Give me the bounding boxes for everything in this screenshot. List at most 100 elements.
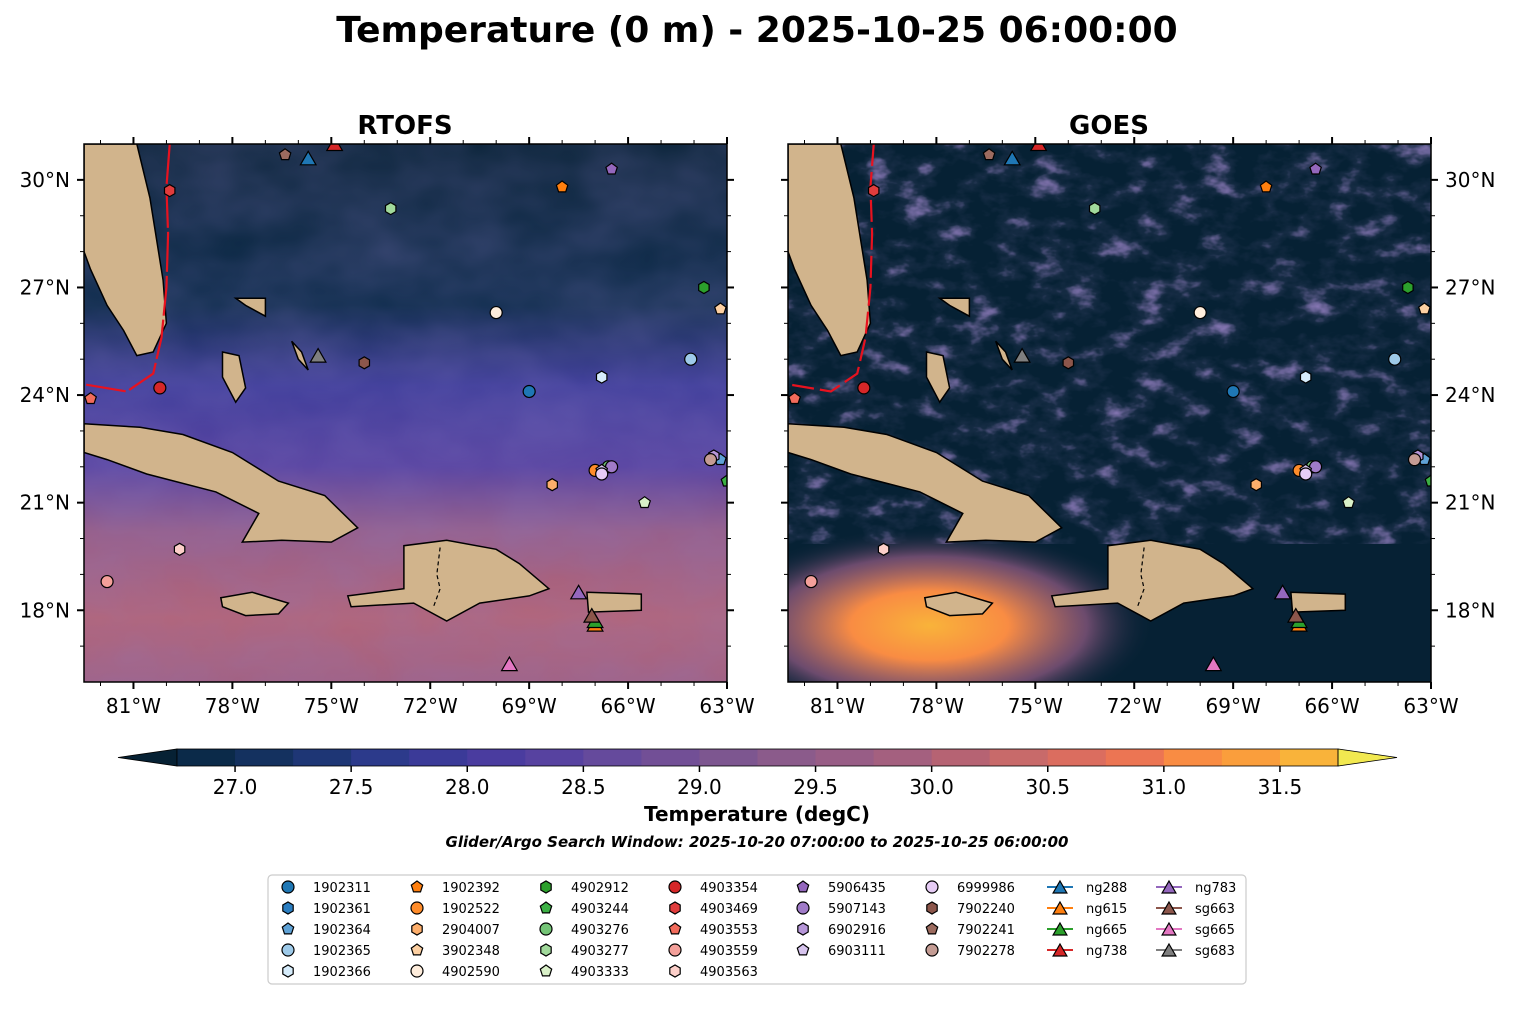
legend-label: 6902916 bbox=[828, 923, 886, 938]
legend-item-4903469: 4903469 bbox=[669, 901, 758, 917]
float-4902590-marker bbox=[1193, 305, 1207, 320]
legend-item-sg665: sg665 bbox=[1156, 921, 1235, 938]
glider-sg683-marker bbox=[1013, 347, 1031, 363]
landmass-bahamas2 bbox=[937, 297, 971, 318]
legend-float-marker bbox=[668, 922, 682, 935]
land-layer bbox=[84, 144, 643, 622]
landmass-eleuthera bbox=[290, 340, 309, 371]
lon-tick-label: 66°W bbox=[600, 694, 655, 718]
legend-item-1902522: 1902522 bbox=[410, 901, 500, 917]
gulf-stream-front bbox=[788, 144, 875, 393]
legend-float-marker bbox=[796, 880, 810, 893]
float-4903469-marker bbox=[163, 183, 176, 198]
legend-item-4902590: 4902590 bbox=[410, 964, 500, 980]
legend-label: 7902278 bbox=[957, 944, 1015, 959]
haiti-dr-border bbox=[432, 547, 441, 607]
float-1902365-marker bbox=[684, 352, 698, 366]
legend-item-4903553: 4903553 bbox=[668, 922, 758, 938]
legend-item-3902348: 3902348 bbox=[410, 943, 500, 959]
legend-float-marker bbox=[669, 964, 681, 978]
landmass-andros bbox=[925, 351, 951, 404]
lon-tick-label: 72°W bbox=[1107, 694, 1162, 718]
legend-item-ng738: ng738 bbox=[1047, 942, 1127, 959]
float-4903469-marker bbox=[867, 183, 880, 198]
legend-label: 6903111 bbox=[828, 944, 886, 959]
float-4903563-marker bbox=[173, 542, 186, 556]
legend-item-1902392: 1902392 bbox=[410, 880, 500, 896]
landmass-jamaica bbox=[923, 591, 994, 617]
legend-item-1902364: 1902364 bbox=[281, 922, 371, 938]
legend-glider-marker bbox=[1052, 900, 1068, 915]
legend-float-marker bbox=[410, 964, 424, 978]
float-1902392-marker bbox=[555, 180, 569, 193]
colorbar-tick-label: 30.5 bbox=[1025, 775, 1070, 799]
legend-item-ng288: ng288 bbox=[1047, 879, 1127, 896]
float-7902240-marker bbox=[1062, 356, 1075, 370]
legend-label: 1902311 bbox=[313, 881, 371, 896]
search-window-note: Glider/Argo Search Window: 2025-10-20 07… bbox=[446, 833, 1069, 851]
colorbar-bin bbox=[467, 749, 526, 766]
legend-label: sg665 bbox=[1195, 923, 1235, 938]
lat-tick-label: 27°N bbox=[20, 275, 70, 299]
glider-ng738-marker bbox=[1029, 144, 1048, 152]
lon-tick-label: 66°W bbox=[1304, 694, 1359, 718]
glider-sg663-marker bbox=[1286, 607, 1305, 623]
float-4902590-marker bbox=[489, 305, 503, 320]
colorbar-bin bbox=[409, 749, 468, 766]
figure-title: Temperature (0 m) - 2025-10-25 06:00:00 bbox=[336, 10, 1177, 51]
legend-label: 4903553 bbox=[700, 923, 758, 938]
legend-label: 4903277 bbox=[571, 944, 629, 959]
legend-item-6999986: 6999986 bbox=[925, 880, 1015, 896]
glider-sg683-marker bbox=[309, 347, 327, 363]
observation-markers bbox=[788, 144, 1431, 672]
legend-item-4903559: 4903559 bbox=[668, 943, 758, 959]
colorbar-tick-label: 27.0 bbox=[213, 775, 258, 799]
legend-float-marker bbox=[411, 922, 423, 936]
legend-label: 4903559 bbox=[700, 944, 758, 959]
legend-label: 1902522 bbox=[442, 902, 500, 917]
colorbar-tick-label: 28.0 bbox=[445, 775, 490, 799]
float-7902278-marker bbox=[1407, 453, 1422, 467]
landmass-andros bbox=[221, 351, 247, 404]
legend-item-6903111: 6903111 bbox=[796, 943, 886, 959]
float-4903563-marker bbox=[877, 542, 890, 556]
legend-label: 4903276 bbox=[571, 923, 629, 938]
lat-tick-label: 24°N bbox=[1445, 383, 1495, 407]
float-4903277-marker bbox=[1088, 201, 1101, 216]
glider-sg663-marker bbox=[582, 607, 601, 623]
float-7902241-marker bbox=[278, 148, 292, 161]
legend-float-marker bbox=[926, 901, 938, 915]
landmass-jamaica bbox=[219, 591, 290, 617]
legend-float-marker bbox=[410, 943, 424, 956]
legend-float-marker bbox=[410, 901, 424, 915]
legend-item-4902912: 4902912 bbox=[540, 880, 629, 896]
lon-tick-label: 81°W bbox=[810, 694, 865, 718]
float-4903333-marker bbox=[1342, 495, 1356, 509]
float-7902240-marker bbox=[358, 356, 371, 370]
colorbar: 27.0 27.5 28.0 28.5 29.0 29.5 30.0 30.5 31.0 31.5 bbox=[117, 748, 1398, 799]
colorbar-bin bbox=[989, 749, 1049, 766]
float-1902366-marker bbox=[1299, 370, 1312, 384]
glider-ng288-marker bbox=[1003, 150, 1022, 166]
float-1902365-marker bbox=[1388, 352, 1402, 366]
landmass-florida bbox=[788, 144, 872, 357]
colorbar-label: Temperature (degC) bbox=[644, 802, 870, 826]
colorbar-tick-label: 30.0 bbox=[909, 775, 954, 799]
float-1902361-marker bbox=[728, 450, 738, 462]
colorbar-bin bbox=[235, 749, 294, 766]
float-4903333-marker bbox=[638, 495, 652, 509]
colorbar-bin bbox=[1279, 749, 1339, 766]
lon-tick-label: 75°W bbox=[1008, 694, 1063, 718]
lat-tick-label: 21°N bbox=[1445, 491, 1495, 515]
legend-label: 1902392 bbox=[442, 881, 500, 896]
legend-label: 3902348 bbox=[442, 944, 500, 959]
colorbar-bin bbox=[1163, 749, 1223, 766]
colorbar-bin bbox=[293, 749, 352, 766]
rtofs-axis-ticks: 81°W 78°W 75°W 72°W 69°W 66°W 63°W 30°N 27°N 24°N… bbox=[20, 137, 755, 718]
legend-item-1902366: 1902366 bbox=[282, 964, 371, 980]
legend-float-marker bbox=[282, 964, 294, 978]
float-1902392-marker bbox=[1259, 180, 1273, 193]
float-4902912-marker bbox=[698, 280, 710, 295]
legend-item-4903563: 4903563 bbox=[669, 964, 758, 980]
legend-glider-marker bbox=[1161, 879, 1177, 894]
